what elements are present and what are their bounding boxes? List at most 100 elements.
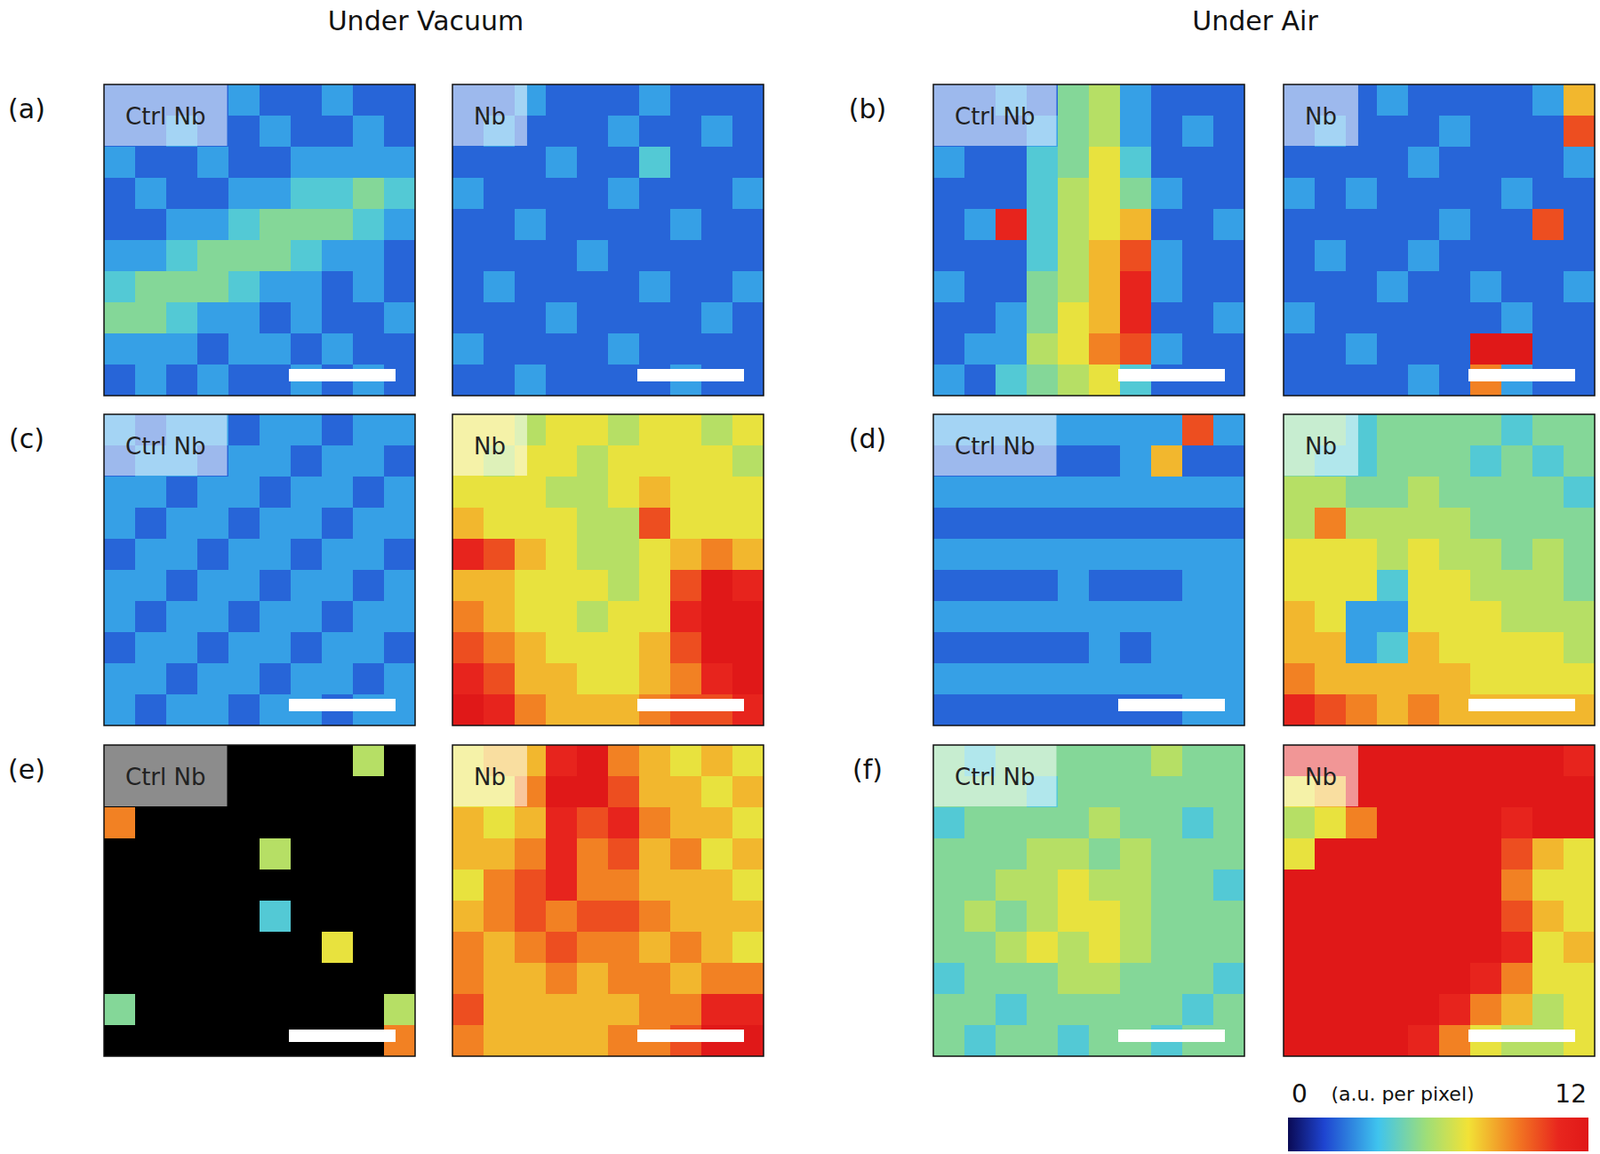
heatmap-cell	[483, 302, 516, 335]
heatmap-cell	[995, 569, 1028, 602]
heatmap-cell	[1120, 600, 1152, 633]
heatmap-cell	[545, 507, 578, 540]
heatmap-cell	[135, 302, 168, 335]
heatmap-cell	[228, 146, 261, 179]
heatmap-cell	[1088, 776, 1121, 808]
scale-bar	[1468, 368, 1576, 382]
heatmap-cell	[933, 694, 966, 726]
heatmap-cell	[135, 569, 168, 602]
heatmap-cell	[1470, 333, 1503, 366]
heatmap-cell	[1151, 993, 1184, 1026]
heatmap-cell	[1182, 302, 1215, 335]
panel-frame	[933, 84, 1245, 396]
heatmap-cell	[1532, 931, 1565, 964]
heatmap-cell	[290, 807, 323, 840]
heatmap-cell	[1057, 776, 1090, 808]
heatmap-cell	[1501, 115, 1534, 148]
heatmap-cell	[135, 538, 168, 571]
heatmap-cell	[701, 115, 734, 148]
heatmap-cell	[933, 931, 966, 964]
heatmap-cell	[352, 838, 385, 871]
heatmap-cell	[352, 931, 385, 964]
heatmap-cell	[452, 962, 485, 995]
panel-frame	[1283, 84, 1595, 396]
heatmap-cell	[290, 177, 323, 210]
heatmap-cell	[933, 1024, 966, 1056]
heatmap-cell	[639, 146, 672, 179]
heatmap-cell	[1470, 632, 1503, 664]
heatmap-cell	[259, 993, 292, 1026]
heatmap-cell	[1057, 177, 1090, 210]
heatmap-cell	[995, 302, 1028, 335]
heatmap-cell	[995, 476, 1028, 509]
heatmap-cell	[1532, 869, 1565, 902]
heatmap-cell	[670, 931, 703, 964]
heatmap-cell	[1345, 694, 1378, 726]
heatmap-cell	[483, 333, 516, 366]
heatmap-cell	[732, 993, 764, 1026]
heatmap-cell	[1408, 931, 1440, 964]
heatmap-cell	[670, 776, 703, 808]
heatmap-cell	[670, 869, 703, 902]
heatmap-cell	[1501, 538, 1534, 571]
heatmap-cell	[1314, 240, 1347, 272]
heatmap-cell	[1376, 632, 1409, 664]
heatmap-cell	[1026, 146, 1059, 179]
cells	[104, 744, 416, 1056]
heatmap-cell	[576, 569, 609, 602]
heatmap-cell	[1088, 931, 1121, 964]
heatmap-cell	[576, 600, 609, 633]
heatmap-cell	[384, 931, 416, 964]
heatmap-cell	[1151, 931, 1184, 964]
heatmap-cell	[995, 962, 1028, 995]
heatmap-cell	[104, 600, 136, 633]
heatmap-cell	[352, 962, 385, 995]
scale-bar	[1118, 1029, 1225, 1042]
heatmap-cell	[321, 807, 354, 840]
heatmap-cell	[1563, 240, 1595, 272]
heatmap-cell	[933, 476, 966, 509]
heatmap-cell	[1470, 869, 1503, 902]
heatmap-cell	[259, 240, 292, 272]
heatmap-cell	[964, 900, 997, 933]
heatmap-cell	[1408, 663, 1440, 696]
heatmap-cell	[135, 333, 168, 366]
heatmap-cell	[732, 869, 764, 902]
heatmap-cell	[1408, 569, 1440, 602]
heatmap-cell	[197, 663, 230, 696]
heatmap-cell	[1376, 569, 1409, 602]
heatmap-cell	[545, 240, 578, 272]
heatmap-cell	[135, 208, 168, 241]
heatmap-cell	[166, 838, 199, 871]
heatmap-cell	[1088, 302, 1121, 335]
heatmap-cell	[104, 663, 136, 696]
heatmap-cell	[545, 364, 578, 396]
heatmap-cell	[639, 962, 672, 995]
heatmap-cell	[701, 632, 734, 664]
heatmap-cell	[1213, 476, 1245, 509]
heatmap-cell	[701, 507, 734, 540]
heatmap-cell	[1501, 776, 1534, 808]
heatmap-cell	[732, 744, 764, 777]
heatmap-cell	[514, 208, 547, 241]
heatmap-cell	[1314, 476, 1347, 509]
heatmap-cell	[321, 476, 354, 509]
heatmap-cell	[197, 177, 230, 210]
heatmap-cell	[1283, 1024, 1316, 1056]
heatmap-cell	[1439, 333, 1472, 366]
heatmap-cell	[1376, 600, 1409, 633]
heatmap-cell	[290, 476, 323, 509]
heatmap-cell	[1345, 333, 1378, 366]
heatmap-cell	[228, 569, 261, 602]
heatmap-cell	[1283, 962, 1316, 995]
colorbar-tick-label: 0	[1291, 1079, 1308, 1109]
heatmap-cell	[259, 632, 292, 664]
heatmap-cell	[995, 364, 1028, 396]
heatmap-cell	[1532, 414, 1565, 447]
heatmap-cell	[197, 962, 230, 995]
heatmap-cell	[732, 663, 764, 696]
heatmap-cell	[135, 900, 168, 933]
heatmap-cell	[995, 333, 1028, 366]
heatmap-cell	[933, 663, 966, 696]
heatmap-cell	[104, 364, 136, 396]
